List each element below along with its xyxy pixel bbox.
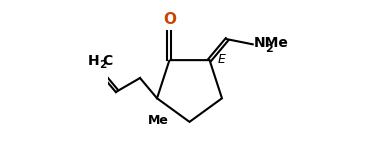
Text: NMe: NMe (254, 36, 289, 51)
Text: 2: 2 (99, 60, 106, 70)
Text: Me: Me (148, 114, 169, 127)
Text: C: C (103, 54, 113, 68)
Text: E: E (218, 53, 226, 66)
Text: 2: 2 (265, 44, 273, 54)
Text: O: O (163, 12, 176, 27)
Text: H: H (88, 54, 99, 68)
